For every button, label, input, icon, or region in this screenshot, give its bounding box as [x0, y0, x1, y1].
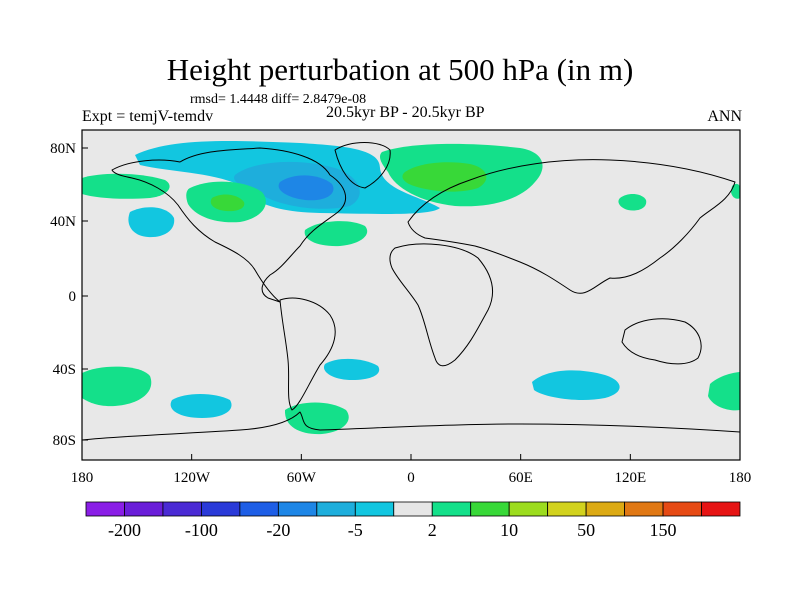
colorbar-label: 50: [577, 520, 595, 540]
lon-tick-label: 180: [71, 470, 94, 486]
australia-coast: [621, 318, 702, 365]
lon-tick-label: 60E: [509, 470, 533, 486]
colorbar-swatch: [701, 501, 741, 517]
w-north-america-core: [210, 194, 245, 212]
ne-pacific-negative: [128, 207, 175, 238]
longitude-ticks: 180 120W 60W 0 60E 120E 180: [71, 454, 752, 486]
colorbar: -200 -100 -20 -5 2 10 50 150: [85, 501, 741, 540]
scandinavia-core: [402, 162, 487, 192]
colorbar-label: -200: [108, 520, 141, 540]
lon-tick-label: 60W: [287, 470, 317, 486]
colorbar-swatch: [124, 501, 164, 517]
lat-tick-label: 40S: [53, 362, 76, 378]
colorbar-swatch: [354, 501, 395, 517]
n-atlantic-positive: [304, 221, 368, 247]
africa-coast: [389, 243, 493, 367]
eurasia-coast: [407, 159, 736, 294]
colorbar-label: -5: [348, 520, 363, 540]
anomaly-fields: [82, 140, 740, 435]
colorbar-swatch: [585, 501, 625, 517]
colorbar-swatch: [162, 501, 202, 517]
lat-tick-label: 40N: [50, 214, 76, 230]
colorbar-label: -100: [185, 520, 218, 540]
colorbar-swatch: [470, 501, 510, 517]
s-pacific-negative: [170, 394, 232, 418]
s-pacific-positive: [82, 366, 152, 407]
se-pacific-positive: [708, 372, 740, 411]
s-indian-negative: [532, 370, 620, 401]
colorbar-label: -20: [266, 520, 290, 540]
colorbar-swatch: [239, 501, 279, 517]
colorbar-swatch: [547, 501, 587, 517]
colorbar-swatch: [431, 501, 472, 517]
lon-tick-label: 120W: [173, 470, 211, 486]
greenland-coast: [334, 142, 391, 189]
lat-tick-label: 80S: [53, 433, 76, 449]
lat-tick-label: 0: [69, 289, 77, 305]
period-label: 20.5kyr BP - 20.5kyr BP: [326, 104, 485, 121]
latitude-ticks: 80N 40N 0 40S 80S: [50, 141, 88, 449]
season-label: ANN: [707, 108, 742, 125]
ne-canada-center: [278, 175, 334, 201]
colorbar-swatch: [201, 501, 241, 517]
colorbar-label: 2: [428, 520, 437, 540]
lon-tick-label: 180: [729, 470, 752, 486]
lon-tick-label: 0: [407, 470, 415, 486]
lat-tick-label: 80N: [50, 141, 76, 157]
coastlines: [81, 142, 741, 441]
antarctica-coast: [81, 411, 741, 441]
colorbar-swatch: [316, 501, 356, 517]
stats-text: rmsd= 1.4448 diff= 2.8479e-08: [190, 92, 367, 107]
colorbar-label: 150: [650, 520, 677, 540]
colorbar-swatch: [277, 501, 318, 517]
colorbar-label: 10: [500, 520, 518, 540]
n-pacific-positive: [82, 173, 170, 199]
colorbar-swatch: [624, 501, 664, 517]
colorbar-swatch: [508, 501, 549, 517]
s-atlantic-negative: [323, 358, 380, 380]
north-america-coast: [111, 147, 347, 303]
lon-tick-label: 120E: [614, 470, 646, 486]
colorbar-swatch: [85, 501, 125, 517]
antarctic-peninsula-positive: [284, 402, 349, 435]
colorbar-swatch: [662, 501, 702, 517]
e-asia-positive: [618, 194, 647, 211]
map-title: Height perturbation at 500 hPa (in m): [166, 52, 634, 87]
colorbar-swatch: [393, 501, 433, 517]
south-america-coast: [279, 297, 336, 411]
experiment-label: Expt = temjV-temdv: [82, 108, 214, 125]
